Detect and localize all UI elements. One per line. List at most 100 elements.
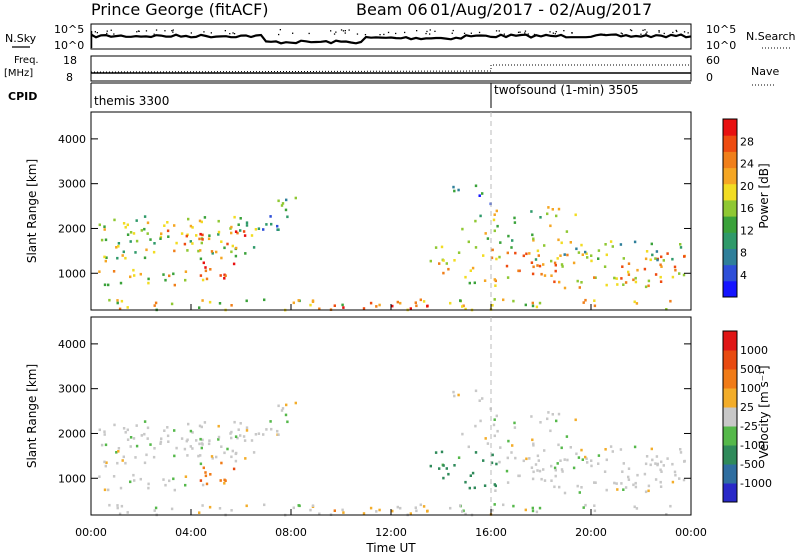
power-cell — [112, 270, 116, 273]
nsearch-dot — [203, 31, 205, 33]
power-cell — [124, 256, 127, 260]
power-cell — [132, 268, 135, 272]
velocity-cell — [183, 447, 187, 451]
nsearch-dot — [136, 31, 138, 33]
velocity-cell — [517, 474, 520, 478]
power-cell — [528, 252, 531, 255]
velocity-cell — [584, 455, 587, 459]
velocity-cell — [590, 459, 593, 462]
nsearch-dot — [549, 31, 551, 33]
velocity-cell — [201, 438, 204, 442]
power-cell — [107, 283, 110, 287]
velocity-cell — [493, 434, 496, 438]
velocity-cell — [204, 474, 208, 478]
nsearch-dot — [172, 31, 174, 33]
velocity-cell — [616, 488, 619, 491]
nsearch-dot — [153, 33, 155, 35]
nsearch-dot — [429, 33, 431, 35]
power-cell — [276, 224, 279, 228]
velocity-cell — [468, 486, 471, 490]
colorbar-tick: -25 — [740, 420, 758, 433]
velocity-cell — [143, 420, 147, 423]
cpid-panel: CPID themis 3300 twofsound (1-min) 3505 — [8, 82, 691, 108]
power-cell — [671, 257, 674, 261]
power-cbar-label: Power [dB] — [757, 163, 771, 228]
velocity-cell — [168, 479, 171, 483]
velocity-cell — [152, 455, 156, 459]
power-cell — [245, 224, 249, 227]
nsearch-dot — [640, 33, 642, 35]
power-cell — [665, 308, 668, 311]
velocity-cell — [280, 409, 284, 412]
power-cell — [186, 249, 189, 252]
velocity-cell — [270, 427, 273, 431]
power-cell — [467, 240, 470, 244]
power-cell — [569, 241, 572, 244]
y-tick-label: 4000 — [58, 338, 86, 351]
velocity-cell — [163, 429, 166, 432]
velocity-cell — [531, 438, 534, 442]
colorbar-segment — [723, 426, 737, 446]
velocity-cell — [593, 504, 596, 507]
power-cell — [122, 222, 126, 225]
nsearch-dot — [519, 31, 521, 33]
power-cell — [121, 254, 124, 257]
velocity-cell — [269, 420, 272, 423]
velocity-cell — [263, 503, 266, 507]
power-cell — [560, 241, 563, 245]
power-cell — [493, 298, 496, 301]
power-cell — [147, 281, 150, 285]
velocity-cell — [549, 429, 552, 433]
power-cell — [534, 258, 538, 261]
velocity-cell — [414, 506, 417, 509]
power-cell — [245, 221, 249, 224]
power-cell — [195, 234, 198, 237]
power-cell — [644, 257, 648, 261]
power-cell — [215, 250, 218, 254]
nsearch-dot — [683, 31, 686, 33]
nsearch-dot — [340, 29, 343, 31]
velocity-cell — [281, 407, 285, 410]
power-cell — [163, 224, 166, 227]
nsearch-dot — [533, 33, 536, 36]
power-cell — [514, 251, 517, 255]
power-cell — [200, 220, 203, 224]
velocity-cell — [200, 425, 203, 429]
y-tick-label: 3000 — [58, 178, 86, 191]
nsearch-dot — [527, 33, 529, 35]
power-cell — [634, 276, 637, 280]
y-tick-label: 3000 — [58, 383, 86, 396]
power-cell — [445, 262, 448, 265]
velocity-cell — [245, 426, 249, 429]
nave-tick-bottom: 0 — [706, 71, 713, 84]
power-cell — [104, 259, 107, 263]
velocity-cell — [129, 480, 132, 484]
velocity-cell — [578, 491, 581, 494]
velocity-cell — [634, 481, 637, 485]
velocity-cell — [162, 478, 165, 481]
velocity-cell — [673, 470, 677, 474]
velocity-cell — [620, 482, 623, 485]
power-cell — [129, 231, 133, 234]
velocity-cell — [557, 443, 560, 447]
colorbar-tick: 12 — [740, 224, 754, 237]
velocity-cell — [195, 439, 198, 442]
velocity-cell — [342, 511, 345, 514]
velocity-cell — [511, 444, 514, 447]
colorbar-segment — [723, 369, 737, 389]
velocity-cell — [539, 421, 542, 424]
velocity-cell — [115, 451, 118, 454]
velocity-cell — [543, 479, 547, 482]
velocity-cell — [453, 464, 456, 467]
x-axis-label: Time UT — [365, 541, 416, 554]
velocity-cell — [186, 454, 189, 457]
colorbar-tick: 8 — [740, 247, 747, 260]
power-cell — [132, 232, 136, 235]
power-cell — [678, 272, 681, 275]
nsky-line — [90, 33, 692, 45]
power-cell — [563, 253, 566, 256]
power-cell — [103, 225, 106, 228]
velocity-cell — [576, 484, 579, 488]
power-cell — [243, 234, 247, 237]
velocity-cell — [126, 428, 129, 432]
